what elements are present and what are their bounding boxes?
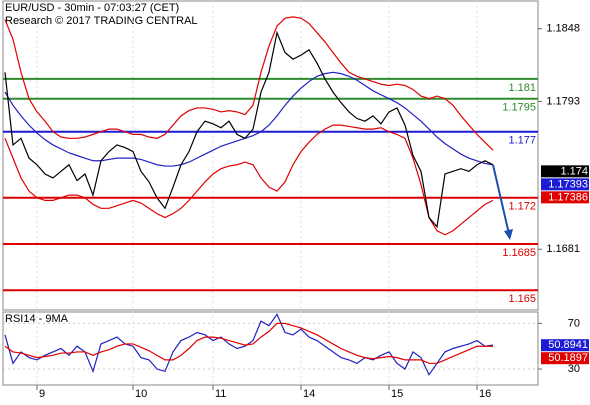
series-line	[4, 71, 494, 167]
y-tick-label: 30	[568, 363, 580, 375]
price-tag-label: 50.8941	[548, 339, 588, 351]
price-tag	[541, 339, 589, 352]
series-line	[4, 16, 494, 151]
rsi-frame	[2, 311, 539, 386]
level-label: 1.181	[508, 82, 536, 94]
series-line	[4, 322, 493, 364]
y-tick-label: 1.1793	[546, 95, 580, 107]
x-tick-label: 11	[215, 388, 226, 400]
projection-arrow-head	[504, 229, 513, 241]
chart-title: EUR/USD - 30min - 07:03:27 (CET)	[5, 2, 179, 14]
price-tag	[541, 352, 589, 365]
series-line	[4, 30, 494, 229]
x-tick-label: 16	[479, 388, 491, 400]
price-tag	[541, 178, 589, 191]
x-tick-label: 10	[135, 388, 147, 400]
x-tick-label: 9	[39, 388, 45, 400]
x-tick-label: 14	[303, 388, 315, 400]
level-label: 1.165	[508, 293, 536, 305]
projection-arrow	[492, 164, 510, 235]
y-tick-label: 1.1681	[546, 243, 580, 255]
rsi-title: RSI14 - 9MA	[5, 313, 69, 325]
y-tick-label: 70	[568, 317, 580, 329]
main-frame	[2, 0, 539, 311]
price-tag-label: 50.1897	[548, 352, 588, 364]
series-line	[4, 313, 494, 376]
series-line	[4, 124, 494, 236]
y-tick-label: 1.1848	[546, 23, 580, 35]
chart-subtitle: Research © 2017 TRADING CENTRAL	[5, 15, 198, 27]
price-tag-label: 1.17386	[548, 191, 588, 203]
level-label: 1.1795	[502, 102, 536, 114]
price-tag	[541, 165, 589, 178]
price-tag-label: 1.17393	[548, 178, 588, 190]
level-label: 1.1685	[502, 247, 536, 259]
x-tick-label: 15	[391, 388, 403, 400]
level-label: 1.172	[508, 201, 536, 213]
price-tag	[541, 191, 589, 204]
price-tag-label: 1.174	[560, 165, 588, 177]
level-label: 1.177	[508, 135, 536, 147]
